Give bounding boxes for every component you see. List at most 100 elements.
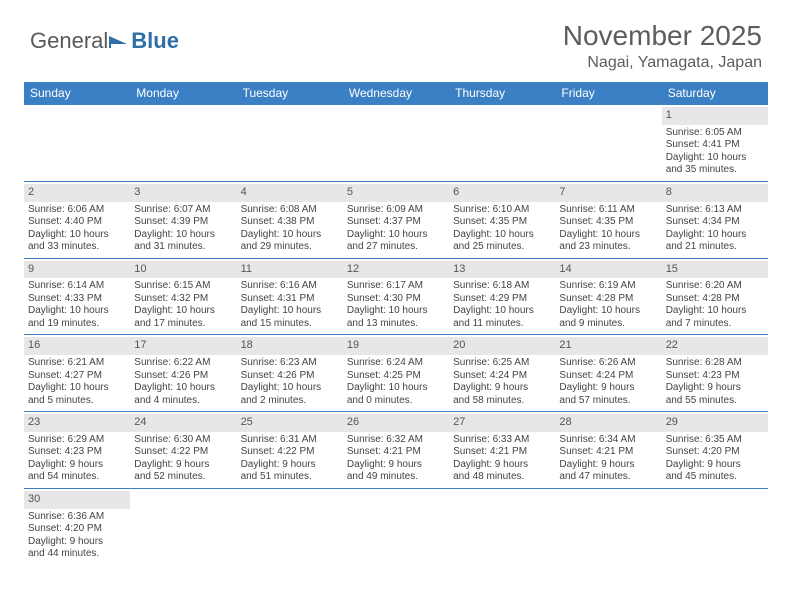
brand-logo: General Blue — [30, 28, 179, 54]
day1-text: Daylight: 10 hours — [241, 229, 339, 242]
day-cell: 30 Sunrise: 6:36 AMSunset: 4:20 PMDayligh… — [24, 489, 130, 565]
day-cell — [449, 105, 555, 181]
sunset-text: Sunset: 4:35 PM — [559, 216, 657, 229]
day-cell: 1Sunrise: 6:05 AMSunset: 4:41 PMDaylight… — [662, 105, 768, 181]
day-cell: 21Sunrise: 6:26 AMSunset: 4:24 PMDayligh… — [555, 335, 661, 411]
day1-text: Daylight: 9 hours — [559, 459, 657, 472]
day1-text: Daylight: 10 hours — [28, 305, 126, 318]
day-cell: 13Sunrise: 6:18 AMSunset: 4:29 PMDayligh… — [449, 259, 555, 335]
day2-text: and 25 minutes. — [453, 241, 551, 254]
day2-text: and 48 minutes. — [453, 471, 551, 484]
day-number: 13 — [449, 261, 555, 279]
day1-text: Daylight: 10 hours — [559, 229, 657, 242]
weekday-header: Wednesday — [343, 82, 449, 105]
day1-text: Daylight: 10 hours — [453, 229, 551, 242]
sunset-text: Sunset: 4:30 PM — [347, 293, 445, 306]
day-number: 15 — [662, 261, 768, 279]
day1-text: Daylight: 10 hours — [241, 305, 339, 318]
day-cell — [237, 489, 343, 565]
weekday-header: Friday — [555, 82, 661, 105]
day-number: 26 — [343, 414, 449, 432]
sunset-text: Sunset: 4:26 PM — [241, 370, 339, 383]
calendar-grid: Sunday Monday Tuesday Wednesday Thursday… — [24, 82, 768, 565]
day1-text: Daylight: 9 hours — [453, 382, 551, 395]
flag-icon — [109, 34, 129, 50]
day-cell: 5 Sunrise: 6:09 AMSunset: 4:37 PMDaylight… — [343, 182, 449, 258]
sunrise-text: Sunrise: 6:33 AM — [453, 434, 551, 447]
day1-text: Daylight: 10 hours — [241, 382, 339, 395]
day-number: 5 — [343, 184, 449, 202]
day-cell — [449, 489, 555, 565]
day-number: 10 — [130, 261, 236, 279]
day-number: 14 — [555, 261, 661, 279]
sunrise-text: Sunrise: 6:18 AM — [453, 280, 551, 293]
sunset-text: Sunset: 4:33 PM — [28, 293, 126, 306]
page-title: November 2025 — [563, 20, 762, 52]
day1-text: Daylight: 9 hours — [28, 536, 126, 549]
sunset-text: Sunset: 4:20 PM — [28, 523, 126, 536]
day-number: 9 — [24, 261, 130, 279]
weekday-header: Tuesday — [237, 82, 343, 105]
day2-text: and 58 minutes. — [453, 395, 551, 408]
day-number: 17 — [130, 337, 236, 355]
sunrise-text: Sunrise: 6:35 AM — [666, 434, 764, 447]
sunset-text: Sunset: 4:40 PM — [28, 216, 126, 229]
sunrise-text: Sunrise: 6:09 AM — [347, 204, 445, 217]
day-cell — [555, 489, 661, 565]
day2-text: and 4 minutes. — [134, 395, 232, 408]
day-cell: 23Sunrise: 6:29 AMSunset: 4:23 PMDayligh… — [24, 412, 130, 488]
day-cell: 10Sunrise: 6:15 AMSunset: 4:32 PMDayligh… — [130, 259, 236, 335]
sunrise-text: Sunrise: 6:29 AM — [28, 434, 126, 447]
day-cell: 4Sunrise: 6:08 AMSunset: 4:38 PMDaylight… — [237, 182, 343, 258]
day-cell: 26Sunrise: 6:32 AMSunset: 4:21 PMDayligh… — [343, 412, 449, 488]
sunset-text: Sunset: 4:24 PM — [559, 370, 657, 383]
day-cell — [555, 105, 661, 181]
sunset-text: Sunset: 4:37 PM — [347, 216, 445, 229]
day-number: 30 — [24, 491, 130, 509]
day2-text: and 49 minutes. — [347, 471, 445, 484]
sunset-text: Sunset: 4:28 PM — [559, 293, 657, 306]
sunset-text: Sunset: 4:21 PM — [559, 446, 657, 459]
day-cell: 14Sunrise: 6:19 AMSunset: 4:28 PMDayligh… — [555, 259, 661, 335]
day1-text: Daylight: 10 hours — [134, 305, 232, 318]
day-number: 27 — [449, 414, 555, 432]
sunrise-text: Sunrise: 6:07 AM — [134, 204, 232, 217]
day-number: 8 — [662, 184, 768, 202]
brand-part2: Blue — [131, 28, 179, 53]
sunrise-text: Sunrise: 6:25 AM — [453, 357, 551, 370]
location-label: Nagai, Yamagata, Japan — [587, 54, 762, 72]
day1-text: Daylight: 9 hours — [347, 459, 445, 472]
day1-text: Daylight: 9 hours — [453, 459, 551, 472]
day1-text: Daylight: 10 hours — [666, 229, 764, 242]
day1-text: Daylight: 9 hours — [134, 459, 232, 472]
day-cell: 9Sunrise: 6:14 AMSunset: 4:33 PMDaylight… — [24, 259, 130, 335]
day-number: 19 — [343, 337, 449, 355]
day1-text: Daylight: 10 hours — [347, 229, 445, 242]
sunrise-text: Sunrise: 6:36 AM — [28, 511, 126, 524]
day-cell — [343, 105, 449, 181]
day1-text: Daylight: 10 hours — [134, 382, 232, 395]
day2-text: and 0 minutes. — [347, 395, 445, 408]
day-cell: 22Sunrise: 6:28 AMSunset: 4:23 PMDayligh… — [662, 335, 768, 411]
day2-text: and 15 minutes. — [241, 318, 339, 331]
day-cell: 18Sunrise: 6:23 AMSunset: 4:26 PMDayligh… — [237, 335, 343, 411]
day1-text: Daylight: 10 hours — [134, 229, 232, 242]
sunset-text: Sunset: 4:32 PM — [134, 293, 232, 306]
day1-text: Daylight: 9 hours — [241, 459, 339, 472]
sunset-text: Sunset: 4:35 PM — [453, 216, 551, 229]
day-cell: 8Sunrise: 6:13 AMSunset: 4:34 PMDaylight… — [662, 182, 768, 258]
day-number: 23 — [24, 414, 130, 432]
sunrise-text: Sunrise: 6:31 AM — [241, 434, 339, 447]
day-number: 12 — [343, 261, 449, 279]
day-cell: 2Sunrise: 6:06 AMSunset: 4:40 PMDaylight… — [24, 182, 130, 258]
sunrise-text: Sunrise: 6:13 AM — [666, 204, 764, 217]
sunset-text: Sunset: 4:20 PM — [666, 446, 764, 459]
sunrise-text: Sunrise: 6:14 AM — [28, 280, 126, 293]
day-number: 28 — [555, 414, 661, 432]
brand-part1: General — [30, 28, 108, 53]
day2-text: and 47 minutes. — [559, 471, 657, 484]
sunset-text: Sunset: 4:28 PM — [666, 293, 764, 306]
day2-text: and 11 minutes. — [453, 318, 551, 331]
sunset-text: Sunset: 4:26 PM — [134, 370, 232, 383]
day-cell: 17Sunrise: 6:22 AMSunset: 4:26 PMDayligh… — [130, 335, 236, 411]
